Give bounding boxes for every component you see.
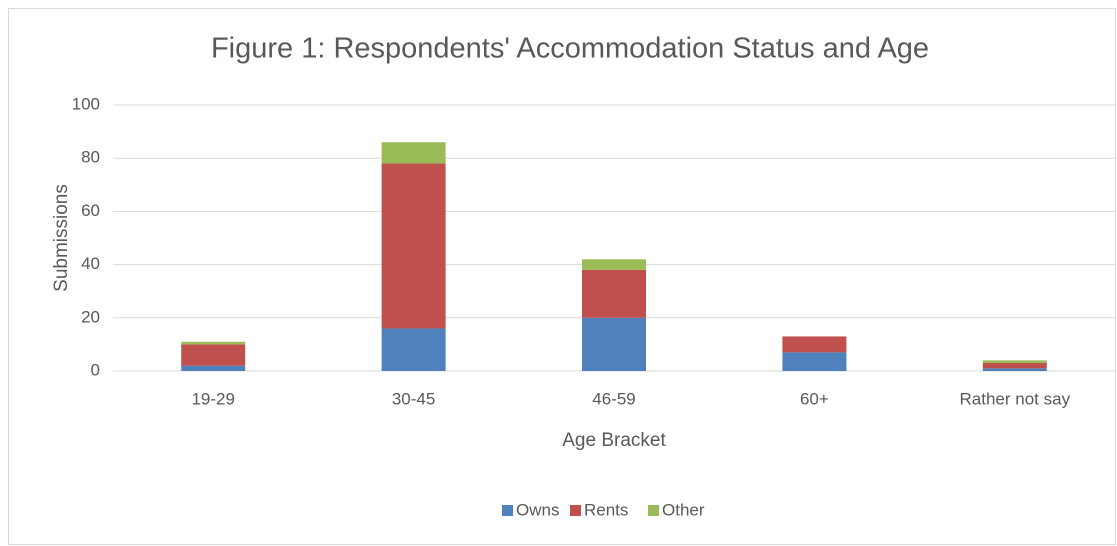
bar-segment: [782, 336, 847, 353]
bar-segment: [381, 142, 446, 164]
y-tick-label: 80: [81, 148, 100, 167]
chart-title: Figure 1: Respondents' Accommodation Sta…: [211, 33, 929, 65]
y-tick-label: 100: [72, 94, 100, 113]
bar-segment: [582, 259, 646, 270]
x-tick-label: 60+: [800, 389, 829, 408]
legend-swatch: [648, 505, 659, 516]
x-tick-label: 46-59: [592, 389, 635, 408]
x-tick-label: Rather not say: [960, 389, 1071, 408]
bar-segment: [181, 365, 246, 371]
legend-swatch: [570, 505, 581, 516]
x-tick-label: 30-45: [392, 389, 435, 408]
bar-segment: [982, 363, 1047, 369]
legend-label: Other: [662, 500, 705, 519]
y-axis-label: Submissions: [51, 184, 72, 292]
x-tick-label: 19-29: [191, 389, 234, 408]
y-tick-label: 60: [81, 201, 100, 220]
bar-segment: [782, 352, 847, 371]
bar-segment: [181, 341, 246, 345]
y-tick-label: 40: [81, 254, 100, 273]
y-tick-label: 20: [81, 307, 100, 326]
y-tick-label: 0: [91, 360, 100, 379]
legend-swatch: [502, 505, 513, 516]
bar-segment: [181, 344, 246, 366]
bar-segment: [582, 317, 646, 371]
bar-segment: [381, 163, 446, 329]
bar-segment: [381, 328, 446, 371]
x-axis-label: Age Bracket: [562, 430, 666, 451]
bar-segment: [582, 269, 646, 318]
chart-border: [8, 8, 1116, 545]
legend-label: Owns: [516, 500, 559, 519]
legend-label: Rents: [584, 500, 628, 519]
bar-segment: [982, 368, 1047, 371]
bar-segment: [982, 360, 1047, 364]
